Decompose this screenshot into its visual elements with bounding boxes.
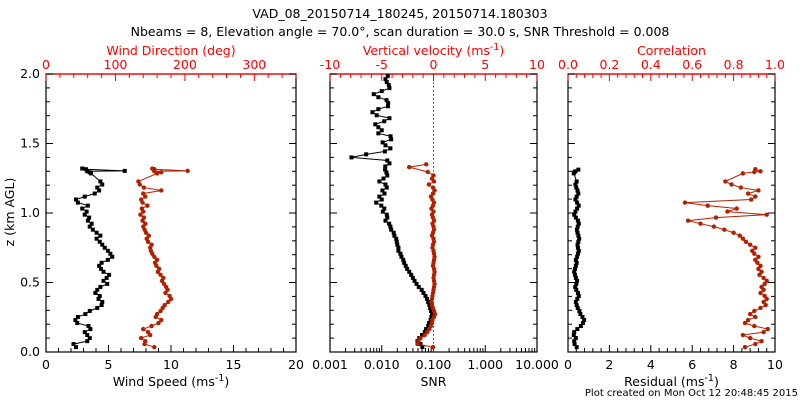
top-tick-label: 0.0 xyxy=(558,57,578,72)
panel-left: 0 5 10 15 20 Wind Speed (ms-1) 0 100 200 300 Wind … xyxy=(20,43,304,389)
y-tick-label: 1.0 xyxy=(20,205,40,220)
top-tick-label: 0.4 xyxy=(641,57,661,72)
y-tick-label: 2.0 xyxy=(20,66,40,81)
top-tick-label: 0 xyxy=(42,57,50,72)
panel-right: 0 2 4 6 8 10 Residual (ms-1) 0.0 0.2 0.4 0.6 0.8 1.0… xyxy=(558,43,785,389)
bottom-tick-label: 0 xyxy=(564,357,572,372)
top-tick-label: -5 xyxy=(376,57,388,72)
top-tick-label: 0.2 xyxy=(599,57,619,72)
bottom-tick-label: 0.010 xyxy=(364,357,400,372)
top-axis-label: Wind Direction (deg) xyxy=(106,43,235,58)
top-tick-label: 0.8 xyxy=(724,57,744,72)
bottom-tick-label: 10 xyxy=(767,357,783,372)
bottom-axis-label: Residual (ms-1) xyxy=(624,373,719,389)
series-correlation xyxy=(682,167,770,350)
bottom-tick-label: 10.000 xyxy=(515,357,559,372)
bottom-axis-label: SNR xyxy=(421,374,447,389)
top-tick-label: 10 xyxy=(529,57,545,72)
series-wind-direction xyxy=(136,166,190,350)
y-tick-label: 0.5 xyxy=(20,275,40,290)
page-title: VAD_08_20150714_180245, 20150714.180303 xyxy=(252,6,547,21)
bottom-tick-label: 5 xyxy=(105,357,113,372)
bottom-tick-label: 1.000 xyxy=(467,357,503,372)
bottom-tick-label: 0.001 xyxy=(312,357,348,372)
plot-subtitle: Nbeams = 8, Elevation angle = 70.0°, sca… xyxy=(131,24,670,39)
bottom-tick-label: 8 xyxy=(730,357,738,372)
panel-middle: 0.001 0.010 0.100 1.000 10.000 SNR -10 -5 0 5 10 Ve… xyxy=(312,42,559,389)
bottom-tick-label: 2 xyxy=(605,357,613,372)
top-tick-label: -10 xyxy=(320,57,340,72)
top-tick-label: 100 xyxy=(104,57,128,72)
series-vertical-velocity xyxy=(406,162,438,350)
y-axis-ticks xyxy=(330,73,537,353)
bottom-axis-label: Wind Speed (ms-1) xyxy=(113,373,230,389)
series-residual xyxy=(571,167,587,350)
series-wind-speed xyxy=(71,166,127,350)
bottom-axis-ticks xyxy=(45,345,297,352)
y-tick-label: 0.0 xyxy=(20,344,40,359)
top-tick-label: 5 xyxy=(481,57,489,72)
bottom-tick-label: 10 xyxy=(163,357,179,372)
bottom-axis-ticks xyxy=(567,345,776,352)
top-axis-label: Vertical velocity (ms-1) xyxy=(363,42,505,58)
bottom-tick-label: 15 xyxy=(226,357,242,372)
bottom-tick-label: 20 xyxy=(288,357,304,372)
bottom-tick-label: 6 xyxy=(688,357,696,372)
top-tick-label: 0.6 xyxy=(682,57,702,72)
y-axis-ticks xyxy=(46,73,296,353)
top-tick-label: 200 xyxy=(173,57,197,72)
bottom-tick-label: 0 xyxy=(42,357,50,372)
top-axis-ticks xyxy=(45,74,297,81)
top-tick-label: 1.0 xyxy=(765,57,785,72)
bottom-tick-label: 4 xyxy=(647,357,655,372)
y-axis-ticks xyxy=(568,73,775,353)
top-axis-label: Correlation xyxy=(637,43,706,58)
bottom-tick-label: 0.100 xyxy=(416,357,452,372)
top-tick-label: 0 xyxy=(430,57,438,72)
top-tick-label: 300 xyxy=(242,57,266,72)
y-axis-label: z (km AGL) xyxy=(2,178,17,247)
top-axis-ticks xyxy=(567,74,776,81)
footer-timestamp: Plot created on Mon Oct 12 20:48:45 2015 xyxy=(585,388,798,399)
y-tick-label: 1.5 xyxy=(20,136,40,151)
